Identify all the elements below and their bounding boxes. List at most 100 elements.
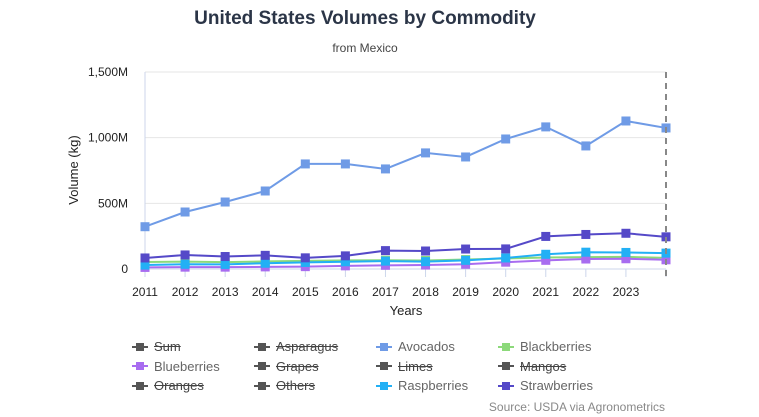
legend-item-raspberries[interactable]: Raspberries bbox=[376, 378, 468, 393]
legend-item-others[interactable]: Others bbox=[254, 378, 315, 393]
legend-marker-icon bbox=[254, 381, 270, 390]
legend-label: Avocados bbox=[398, 339, 455, 354]
series-line bbox=[144, 257, 667, 269]
legend-marker-icon bbox=[376, 342, 392, 351]
data-point[interactable] bbox=[180, 259, 190, 269]
chart-title: United States Volumes by Commodity bbox=[194, 8, 536, 29]
legend-item-grapes[interactable]: Grapes bbox=[254, 359, 319, 374]
source-credit: Source: USDA via Agronometrics bbox=[488, 400, 665, 414]
data-point[interactable] bbox=[260, 186, 270, 196]
series-line bbox=[144, 232, 667, 259]
data-point[interactable] bbox=[621, 228, 631, 238]
x-tick-label: 2018 bbox=[412, 285, 439, 299]
data-point[interactable] bbox=[260, 258, 270, 268]
series-avocados bbox=[140, 116, 671, 232]
data-point[interactable] bbox=[421, 257, 431, 267]
legend-marker-icon bbox=[132, 381, 148, 390]
data-point[interactable] bbox=[380, 256, 390, 266]
data-point[interactable] bbox=[380, 164, 390, 174]
x-tick-label: 2020 bbox=[492, 285, 519, 299]
data-point[interactable] bbox=[421, 148, 431, 158]
data-point[interactable] bbox=[140, 253, 150, 263]
legend-item-limes[interactable]: Limes bbox=[376, 359, 433, 374]
data-point[interactable] bbox=[220, 197, 230, 207]
legend-item-blueberries[interactable]: Blueberries bbox=[132, 359, 220, 374]
data-point[interactable] bbox=[340, 159, 350, 169]
chart-subtitle: from Mexico bbox=[332, 41, 398, 55]
legend-marker-icon bbox=[498, 362, 514, 370]
x-tick-label: 2015 bbox=[292, 285, 319, 299]
data-point[interactable] bbox=[661, 232, 671, 242]
legend-label: Grapes bbox=[276, 358, 319, 374]
data-point[interactable] bbox=[300, 253, 310, 263]
data-point[interactable] bbox=[541, 122, 551, 132]
legend-marker-icon bbox=[376, 362, 392, 370]
legend-item-oranges[interactable]: Oranges bbox=[132, 378, 204, 393]
x-tick-label: 2012 bbox=[172, 285, 199, 299]
data-point[interactable] bbox=[541, 255, 551, 265]
legend-item-sum[interactable]: Sum bbox=[132, 339, 181, 354]
data-point[interactable] bbox=[300, 159, 310, 169]
y-axis-ticks: 0 500M 1,000M 1,500M bbox=[88, 65, 128, 276]
legend-item-avocados[interactable]: Avocados bbox=[376, 339, 455, 354]
x-tick-label: 2019 bbox=[452, 285, 479, 299]
series-line bbox=[144, 119, 667, 228]
data-point[interactable] bbox=[581, 247, 591, 257]
legend-marker-icon bbox=[132, 362, 148, 370]
data-point[interactable] bbox=[581, 254, 591, 264]
data-point[interactable] bbox=[501, 253, 511, 263]
data-point[interactable] bbox=[581, 141, 591, 151]
data-point[interactable] bbox=[260, 250, 270, 260]
legend-label: Blackberries bbox=[520, 339, 592, 354]
x-tick-label: 2016 bbox=[332, 285, 359, 299]
data-point[interactable] bbox=[340, 257, 350, 267]
legend-item-mangos[interactable]: Mangos bbox=[498, 359, 566, 374]
x-tick-label: 2011 bbox=[132, 285, 158, 299]
data-point[interactable] bbox=[220, 259, 230, 269]
legend-label: Limes bbox=[398, 358, 433, 374]
y-tick-label: 1,500M bbox=[88, 65, 128, 79]
x-tick-label: 2017 bbox=[372, 285, 399, 299]
data-point[interactable] bbox=[340, 251, 350, 261]
data-point[interactable] bbox=[461, 255, 471, 265]
data-point[interactable] bbox=[541, 231, 551, 241]
series-strawberries bbox=[140, 228, 671, 263]
x-tick-label: 2013 bbox=[212, 285, 239, 299]
x-tick-label: 2021 bbox=[532, 285, 559, 299]
data-point[interactable] bbox=[180, 207, 190, 217]
data-point[interactable] bbox=[140, 260, 150, 270]
data-point[interactable] bbox=[300, 257, 310, 267]
legend-marker-icon bbox=[254, 342, 270, 351]
data-point[interactable] bbox=[541, 249, 551, 259]
data-point[interactable] bbox=[581, 229, 591, 239]
legend-item-strawberries[interactable]: Strawberries bbox=[498, 378, 593, 393]
legend-item-asparagus[interactable]: Asparagus bbox=[254, 339, 338, 354]
legend-marker-icon bbox=[498, 381, 514, 390]
legend-label: Strawberries bbox=[520, 378, 593, 393]
data-point[interactable] bbox=[621, 254, 631, 264]
y-tick-label: 1,000M bbox=[88, 131, 128, 145]
data-point[interactable] bbox=[621, 116, 631, 126]
data-point[interactable] bbox=[140, 222, 150, 232]
legend-label: Others bbox=[276, 378, 316, 393]
legend-label: Mangos bbox=[520, 358, 567, 374]
y-axis-label: Volume (kg) bbox=[66, 135, 81, 204]
legend-marker-icon bbox=[254, 362, 270, 370]
gridlines bbox=[144, 71, 666, 270]
data-point[interactable] bbox=[380, 246, 390, 256]
series-group bbox=[140, 116, 671, 272]
data-point[interactable] bbox=[501, 244, 511, 254]
data-point[interactable] bbox=[461, 244, 471, 254]
x-axis-ticks: 2011 2012 2013 2014 2015 2016 2017 2018 2019 2020… bbox=[132, 269, 667, 299]
data-point[interactable] bbox=[180, 250, 190, 260]
series-line bbox=[144, 251, 667, 267]
data-point[interactable] bbox=[461, 152, 471, 162]
legend-label: Asparagus bbox=[276, 339, 339, 354]
series-line bbox=[144, 255, 667, 264]
legend-item-blackberries[interactable]: Blackberries bbox=[498, 339, 592, 354]
data-point[interactable] bbox=[621, 247, 631, 257]
data-point[interactable] bbox=[220, 252, 230, 262]
data-point[interactable] bbox=[421, 246, 431, 256]
data-point[interactable] bbox=[501, 134, 511, 144]
